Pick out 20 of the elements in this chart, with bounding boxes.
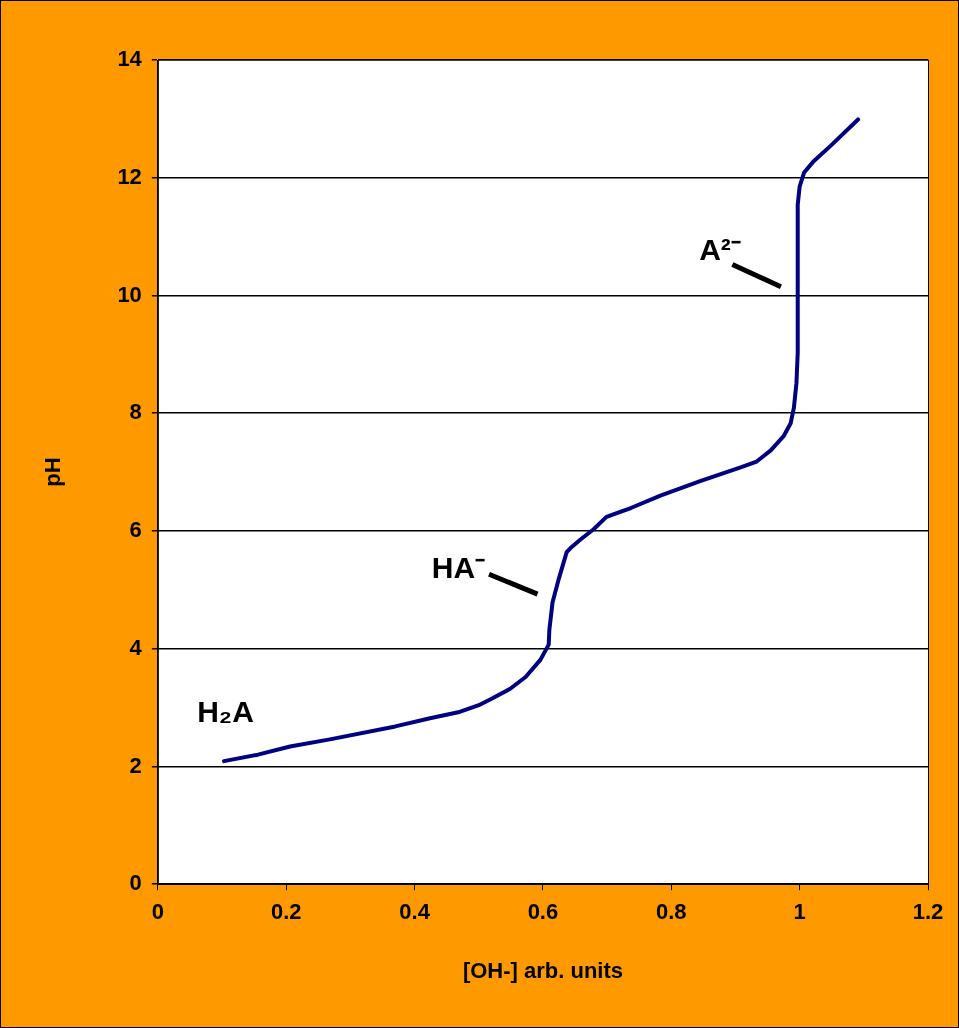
y-tick-label: 6 <box>129 517 142 543</box>
y-tick-label: 4 <box>129 634 143 660</box>
y-tick-label: 10 <box>117 281 142 307</box>
x-tick-label: 0.2 <box>270 899 302 925</box>
y-tick-label: 0 <box>129 870 142 896</box>
y-tick-label: 8 <box>129 399 142 425</box>
annotation: A²⁻ <box>699 233 741 267</box>
x-tick-label: 0.4 <box>399 899 431 925</box>
y-tick-label: 2 <box>129 752 142 778</box>
annotation: H₂A <box>197 694 254 728</box>
y-tick-label: 14 <box>117 46 143 72</box>
x-tick-label: 0 <box>151 899 164 925</box>
annotation: HA⁻ <box>431 550 486 584</box>
x-axis-title: [OH-] arb. units <box>462 957 623 983</box>
x-tick-label: 1 <box>793 899 806 925</box>
x-tick-label: 1.2 <box>912 899 944 925</box>
x-tick-label: 0.6 <box>527 899 559 925</box>
y-tick-label: 12 <box>117 163 142 189</box>
y-axis-title: pH <box>40 457 66 487</box>
x-tick-label: 0.8 <box>655 899 687 925</box>
